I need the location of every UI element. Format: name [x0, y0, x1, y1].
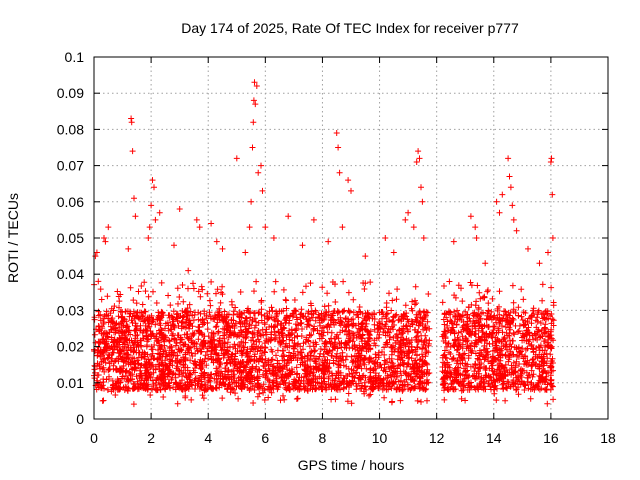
x-tick-label: 18: [600, 430, 616, 446]
y-tick-label: 0.02: [57, 339, 84, 355]
y-tick-label: 0.08: [57, 121, 84, 137]
x-tick-label: 12: [429, 430, 445, 446]
y-tick-label: 0.06: [57, 194, 84, 210]
x-tick-label: 2: [147, 430, 155, 446]
y-tick-label: 0: [76, 411, 84, 427]
y-axis-label: ROTI / TECUs: [5, 193, 21, 283]
x-tick-label: 0: [90, 430, 98, 446]
x-tick-label: 6: [261, 430, 269, 446]
data-points: [91, 79, 557, 408]
y-tick-label: 0.05: [57, 230, 84, 246]
x-tick-label: 10: [372, 430, 388, 446]
axis-ticks: 0 2 4 6 8 10 12 14 16 18 0 0.01 0.02 0.03 0.04 0.05 0.06…: [57, 49, 616, 446]
x-axis-label: GPS time / hours: [298, 457, 405, 473]
chart-title: Day 174 of 2025, Rate Of TEC Index for r…: [181, 20, 519, 36]
y-tick-label: 0.03: [57, 302, 84, 318]
roti-series-markers: [91, 79, 557, 408]
x-tick-label: 8: [319, 430, 327, 446]
x-tick-label: 14: [486, 430, 502, 446]
y-tick-label: 0.09: [57, 85, 84, 101]
x-tick-label: 16: [543, 430, 559, 446]
x-tick-label: 4: [204, 430, 212, 446]
y-tick-label: 0.07: [57, 158, 84, 174]
y-tick-label: 0.01: [57, 375, 84, 391]
y-tick-label: 0.04: [57, 266, 84, 282]
y-tick-label: 0.1: [65, 49, 85, 65]
